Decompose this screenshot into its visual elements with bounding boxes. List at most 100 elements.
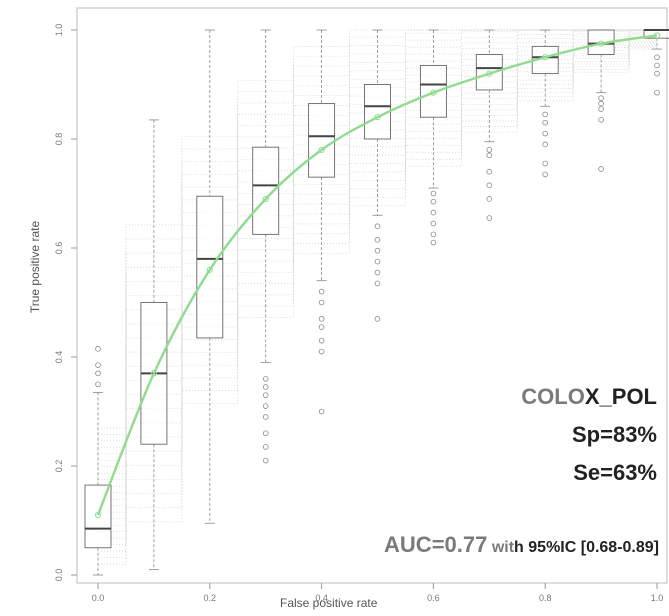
background-line [98,29,657,435]
roc-curve-point [653,32,661,39]
roc-curve-point [206,266,213,273]
box-outlier [430,209,437,216]
roc-curve-point [598,40,605,47]
box-outlier [486,168,493,175]
x-tick-label: 1.0 [651,593,664,603]
box-outlier [318,348,325,355]
roc-curve-point [430,89,437,96]
background-line [98,43,657,539]
auc-value: AUC=0.77 [384,532,488,557]
box-outlier [374,258,381,265]
plot-frame [76,7,668,584]
box-outlier [598,100,604,107]
background-line [98,34,657,494]
box-outlier [542,111,548,118]
background-line [98,29,657,468]
sensitivity-annotation: Se=63% [573,460,657,485]
box-outlier [318,408,325,415]
x-tick-label: 0.4 [315,593,328,603]
x-tick-label: 0.0 [92,593,105,603]
box-iqr [419,64,447,118]
box-outlier [95,381,101,388]
box-outlier [318,288,325,295]
roc-curve-point [262,195,269,203]
x-axis: 0.0 0.2 0.4 0.6 0.8 1.0 [92,583,664,603]
box-outlier [654,70,660,77]
box-outlier [598,117,604,123]
auc-annotation: AUC=0.77 with 95%IC [0.68-0.89] [384,532,659,558]
box-outlier [318,337,325,344]
box-outlier [374,316,381,322]
box-outlier [95,346,101,352]
y-tick-label: 0.2 [54,460,64,473]
box-outlier [542,119,548,126]
auc-confidence-interval: h 95%IC [0.68-0.89] [514,539,659,556]
background-line [98,46,657,552]
box-iqr [475,54,503,91]
box-outlier [654,89,660,96]
box-outlier [374,247,381,254]
box-outlier [262,403,269,409]
box-outlier [486,152,493,159]
box-outlier [262,384,269,390]
box-outlier [262,375,269,382]
box-outlier [542,141,548,148]
box-outlier [374,223,381,230]
box-outlier [486,215,493,221]
x-axis-label: False positive rate [280,596,378,610]
roc-curve-point [150,370,157,377]
roc-curve-point [542,54,549,61]
box-outlier [374,269,381,276]
box-outlier [598,95,604,101]
box-outlier [95,362,101,368]
x-tick-label: 0.2 [204,593,217,603]
box-outlier [374,237,381,243]
background-line [98,40,657,526]
roc-curve-point [486,70,493,77]
background-line [98,47,657,558]
box-outlier [430,220,437,227]
y-tick-label: 0.0 [54,569,64,582]
box-outlier [262,392,269,398]
y-axis: 0.0 0.2 0.4 0.6 0.8 1.0 [54,24,77,582]
box-outlier [542,160,548,167]
box-outlier [374,280,381,287]
x-tick-label: 0.8 [539,593,552,603]
box-outlier [542,171,548,178]
mean-roc-curve [94,32,661,519]
background-roc-lines [98,29,657,565]
box-outlier [262,414,269,420]
box-outlier [262,430,269,437]
box-outlier [654,62,660,69]
box-outlier [318,316,325,322]
box-outlier [486,182,493,189]
x-tick-label: 0.6 [427,593,440,603]
roc-curve-point [374,114,381,121]
y-tick-label: 0.6 [54,242,64,255]
box-outlier [430,198,437,205]
box-outlier [318,324,325,330]
specificity-annotation: Sp=83% [572,422,657,447]
box-outlier [598,166,604,172]
y-tick-label: 0.8 [54,133,64,146]
box-outlier [318,299,325,306]
box-outlier [486,147,493,153]
box-outlier [486,196,493,202]
model-name-part1: COLO [521,384,585,409]
box-outlier [430,190,437,197]
box-outlier [542,130,548,137]
auc-with-text: wit [487,539,515,556]
box-outlier [430,231,437,238]
box-iqr [308,103,336,178]
model-name-part2: X_POL [584,384,657,409]
roc-curve-point [94,511,102,519]
model-name-annotation: COLOX_POL [521,384,657,410]
roc-curve-point [318,146,325,153]
y-tick-label: 0.4 [54,351,64,364]
y-tick-label: 1.0 [54,24,64,37]
box-outlier [430,239,437,246]
box-outlier [262,457,269,464]
box-outlier [654,54,660,61]
box-outlier [598,106,604,112]
